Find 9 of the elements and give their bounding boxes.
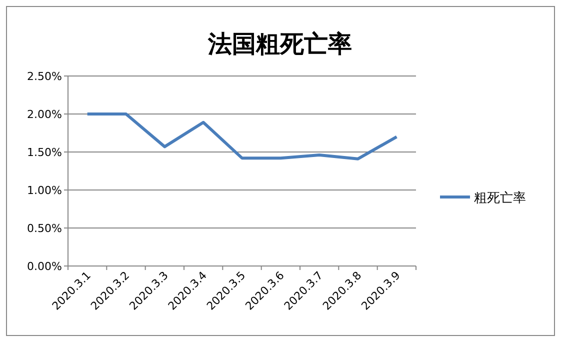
y-tick-label: 0.00% [27, 260, 62, 273]
line-series [86, 112, 398, 160]
y-tick-label: 2.50% [27, 70, 62, 83]
y-tick-label: 0.50% [27, 222, 62, 235]
chart-title: 法国粗死亡率 [207, 30, 352, 58]
legend-label: 粗死亡率 [474, 190, 526, 206]
y-tick-label: 1.00% [27, 184, 62, 197]
y-tick-label: 1.50% [27, 146, 62, 159]
y-tick-label: 2.00% [27, 108, 62, 121]
